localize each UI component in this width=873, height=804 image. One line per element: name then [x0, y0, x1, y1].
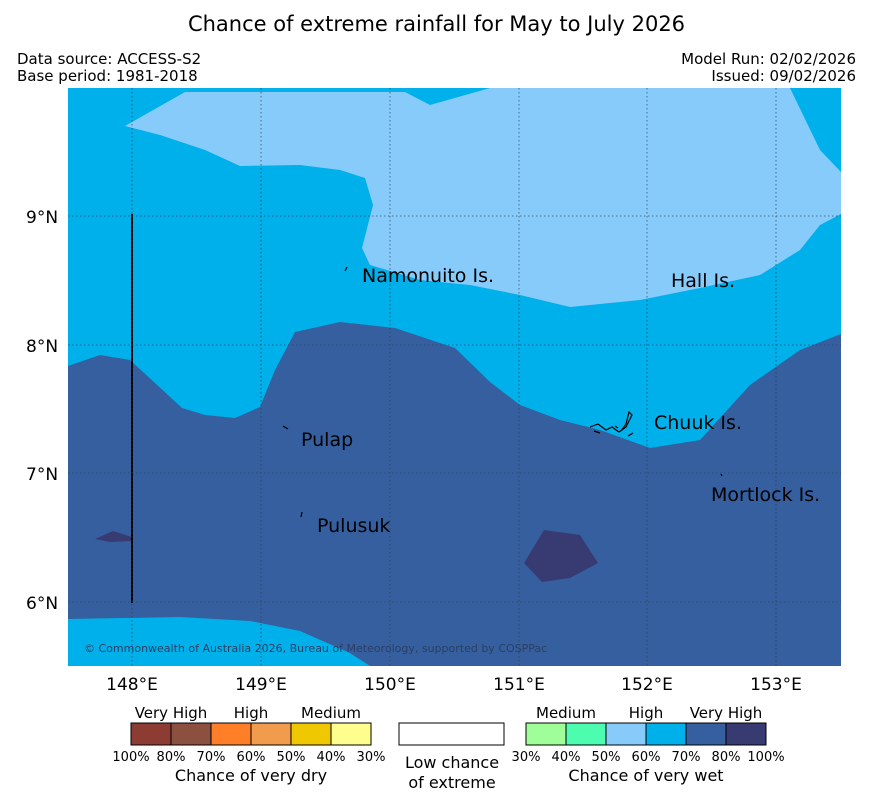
wet-tick-label-1: 40% [552, 750, 581, 765]
zone-wet-50-60 [125, 88, 841, 307]
dry-swatch-1 [170, 722, 212, 746]
wet-tick-label-2: 50% [592, 750, 621, 765]
lat-label-7n: 7°N [26, 465, 58, 485]
dry-tick-label-5: 40% [317, 750, 346, 765]
lat-label-6n: 6°N [26, 594, 58, 614]
chuuk-lagoon [589, 410, 634, 437]
lon-label-148e: 148°E [106, 675, 158, 695]
wet-tick-label-0: 30% [512, 750, 541, 765]
dry-caption: Chance of very dry [175, 766, 327, 785]
dry-head-high: High [234, 704, 268, 722]
wet-swatch-2 [605, 722, 647, 746]
place-pulusuk: Pulusuk [317, 515, 390, 537]
data-source: Data source: ACCESS-S2 [17, 50, 202, 68]
wet-tick-label-6: 100% [747, 750, 784, 765]
dry-head-medium: Medium [301, 704, 361, 722]
zone-wet-80-100-east [524, 530, 598, 582]
wet-swatch-5 [725, 722, 767, 746]
wet-head-medium: Medium [536, 704, 596, 722]
dry-tick-label-0: 100% [112, 750, 149, 765]
legend-neutral: Low chance of extreme [398, 722, 505, 792]
dry-ticks: 100% 80% 70% 60% 50% 40% 30% [112, 750, 385, 765]
islands [282, 266, 723, 518]
neutral-line1: Low chance [405, 753, 499, 772]
model-run: Model Run: 02/02/2026 [681, 50, 856, 68]
lon-label-150e: 150°E [364, 675, 416, 695]
neutral-line2: of extreme [408, 773, 495, 792]
namonuito-atoll [344, 266, 348, 272]
pulusuk-atoll [300, 511, 303, 518]
wet-swatch-3 [645, 722, 687, 746]
lon-label-152e: 152°E [621, 675, 673, 695]
place-hall: Hall Is. [671, 270, 735, 292]
place-namonuito: Namonuito Is. [362, 265, 494, 287]
wet-swatch-0 [525, 722, 567, 746]
lon-label-151e: 151°E [493, 675, 545, 695]
dry-tick-label-6: 30% [357, 750, 386, 765]
dry-swatches [130, 722, 372, 746]
copyright-notice: © Commonwealth of Australia 2026, Bureau… [84, 642, 547, 655]
lat-label-9n: 9°N [26, 208, 58, 228]
neutral-swatch [398, 722, 505, 746]
wet-head-very-high: Very High [690, 704, 763, 722]
pulap-atoll [282, 425, 289, 430]
dry-swatch-5 [330, 722, 372, 746]
dry-swatch-2 [210, 722, 252, 746]
wet-caption: Chance of very wet [568, 766, 723, 785]
mortlock-atoll [720, 473, 723, 477]
wet-tick-label-3: 60% [632, 750, 661, 765]
meta-right: Model Run: 02/02/2026 Issued: 09/02/2026 [681, 51, 856, 85]
wet-swatches [525, 722, 767, 746]
zone-wet-80-100-west [95, 531, 132, 542]
wet-swatch-4 [685, 722, 727, 746]
wet-head-high: High [629, 704, 663, 722]
lon-label-149e: 149°E [235, 675, 287, 695]
wet-ticks: 30% 40% 50% 60% 70% 80% 100% [512, 750, 785, 765]
graticule [68, 88, 841, 666]
legend-dry: Very High High Medium 100% 80% 70% 60% 50% 40… [112, 704, 385, 785]
place-chuuk: Chuuk Is. [654, 412, 742, 434]
dry-swatch-4 [290, 722, 332, 746]
issued-date: Issued: 09/02/2026 [711, 67, 856, 85]
wet-tick-label-5: 80% [712, 750, 741, 765]
dry-tick-label-4: 50% [277, 750, 306, 765]
dry-tick-label-3: 60% [237, 750, 266, 765]
map-title: Chance of extreme rainfall for May to Ju… [187, 12, 686, 36]
dry-tick-label-2: 70% [197, 750, 226, 765]
meta-left: Data source: ACCESS-S2 Base period: 1981… [17, 51, 201, 85]
dry-swatch-0 [130, 722, 172, 746]
wet-tick-label-4: 70% [672, 750, 701, 765]
dry-head-very-high: Very High [135, 704, 208, 722]
wet-swatch-1 [565, 722, 607, 746]
dry-swatch-3 [250, 722, 292, 746]
legend-wet: Medium High Very High 30% 40% 50% 60% 70% 80%… [512, 704, 785, 785]
place-mortlock: Mortlock Is. [711, 484, 820, 506]
base-period: Base period: 1981-2018 [17, 67, 198, 85]
map-fills [68, 88, 841, 666]
lat-label-8n: 8°N [26, 337, 58, 357]
dry-tick-label-1: 80% [157, 750, 186, 765]
place-pulap: Pulap [301, 429, 353, 451]
lon-label-153e: 153°E [750, 675, 802, 695]
